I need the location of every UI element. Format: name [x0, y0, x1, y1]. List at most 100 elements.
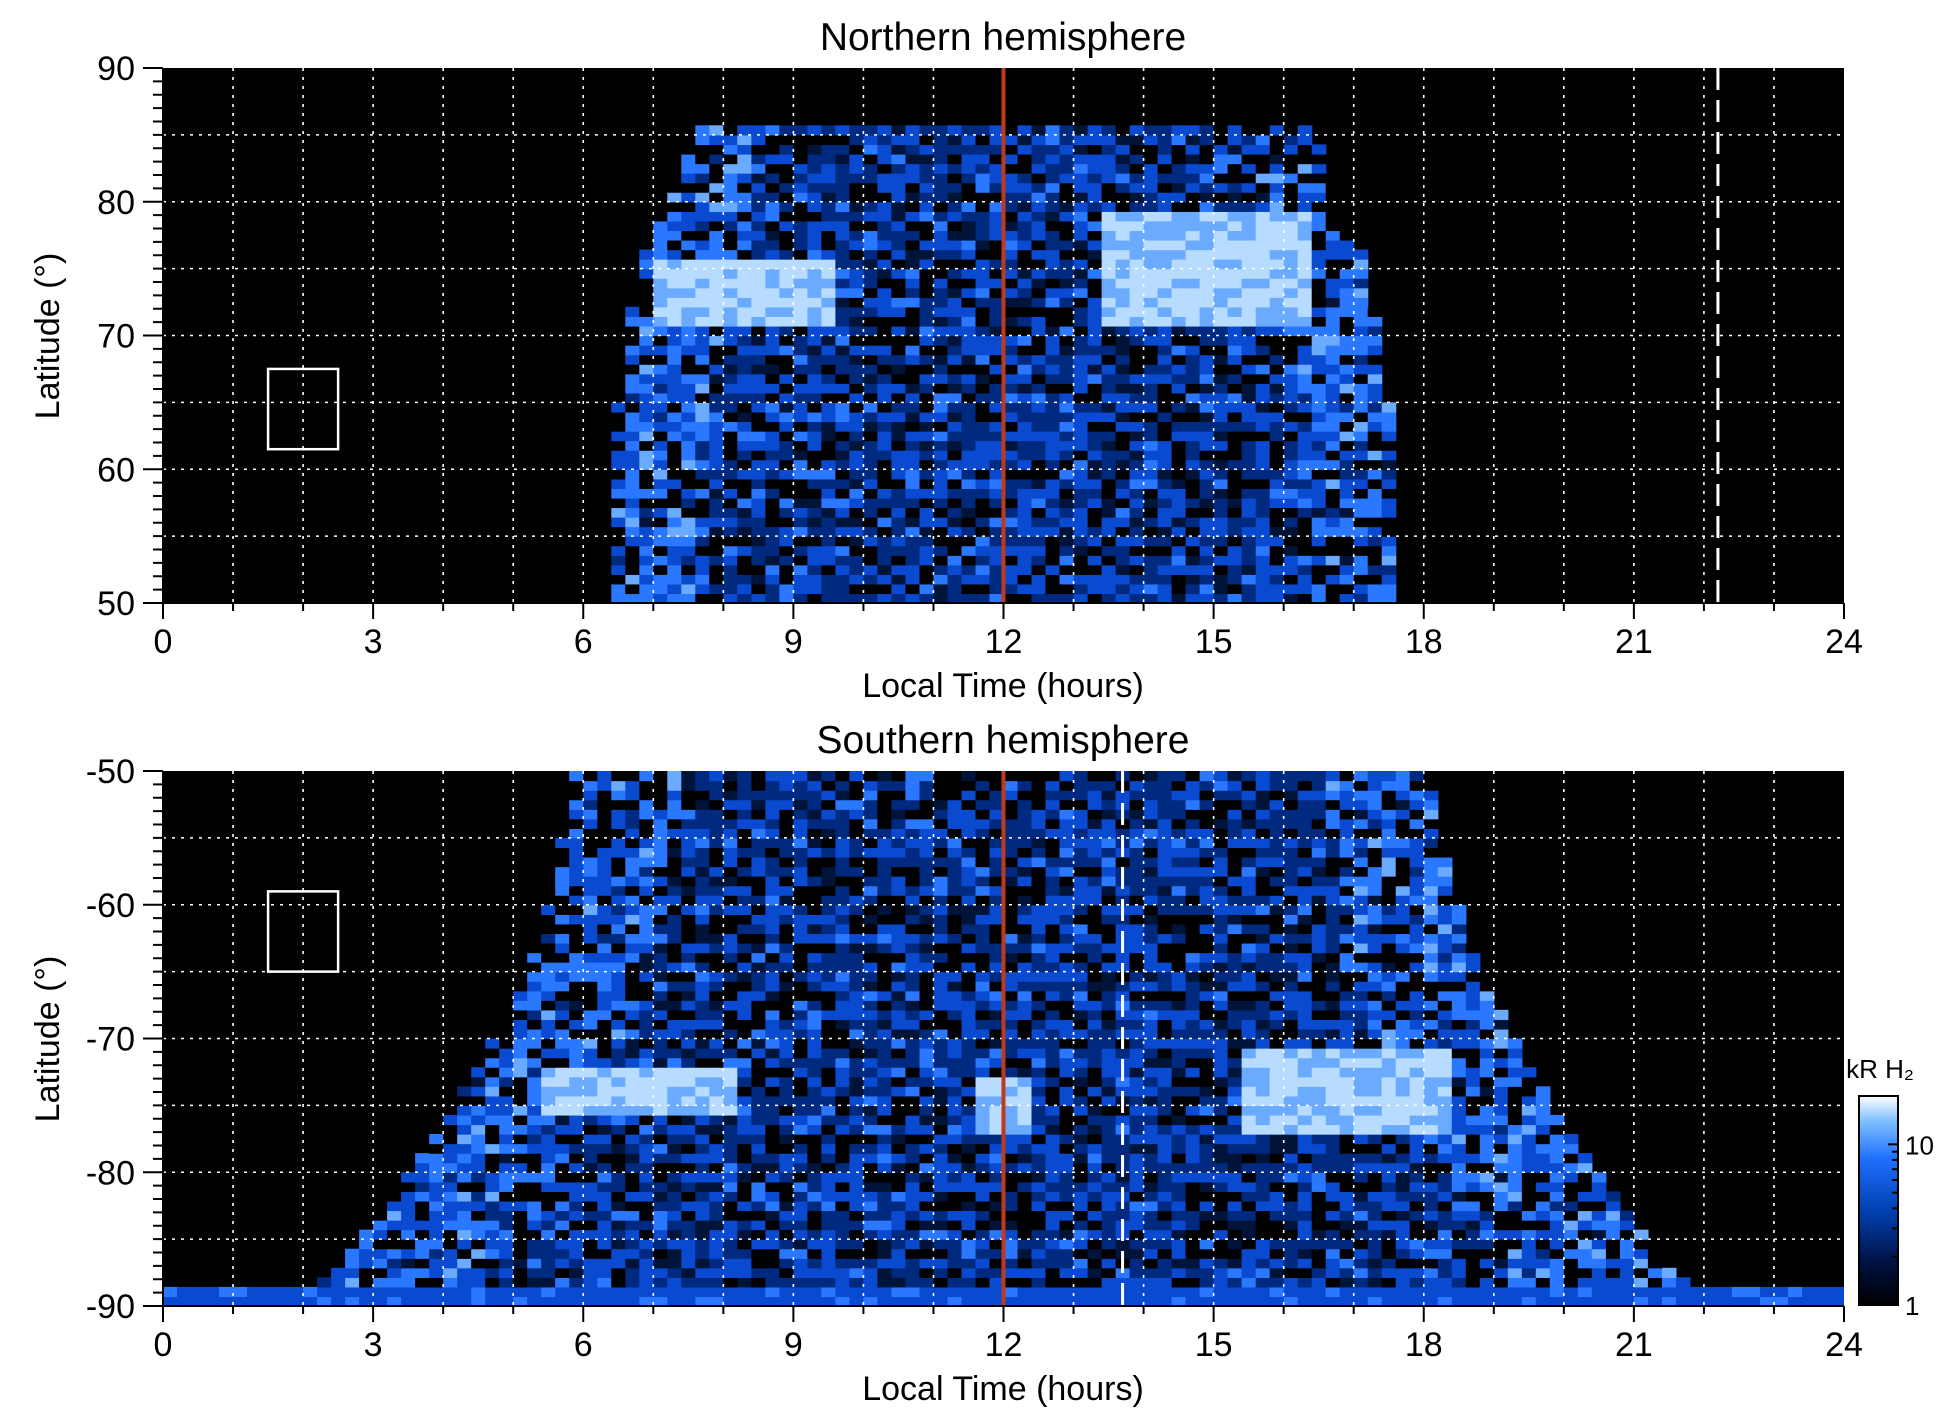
heat-cell: [1017, 536, 1033, 547]
heat-cell: [1297, 459, 1313, 470]
heat-cell: [1101, 249, 1117, 260]
heat-cell: [807, 316, 823, 327]
heat-cell: [583, 1057, 598, 1068]
heat-cell: [933, 1258, 949, 1269]
heat-cell: [667, 1086, 682, 1097]
heat-cell: [723, 1277, 738, 1288]
heat-cell: [611, 1277, 626, 1288]
heat-cell: [1395, 1076, 1411, 1087]
heat-cell: [709, 249, 724, 260]
heat-cell: [737, 574, 752, 585]
heat-cell: [961, 1143, 977, 1154]
heat-cell: [1339, 335, 1355, 346]
x-axis-label-north: Local Time (hours): [862, 667, 1144, 705]
heat-cell: [891, 1076, 907, 1087]
heat-cell: [1017, 583, 1033, 595]
heat-cell: [1283, 574, 1299, 585]
heat-cell: [681, 154, 696, 165]
heat-cell: [1353, 1086, 1369, 1097]
heat-cell: [1297, 154, 1313, 165]
heat-cell: [457, 1200, 472, 1212]
heat-cell: [1549, 1153, 1565, 1164]
heat-cell: [1003, 1267, 1019, 1278]
heat-cell: [527, 1191, 542, 1202]
heat-cell: [891, 1181, 907, 1192]
heat-cell: [1185, 1210, 1201, 1221]
heat-cell: [1129, 1172, 1145, 1183]
heat-cell: [667, 1105, 682, 1116]
heat-cell: [1535, 1286, 1551, 1298]
heat-cell: [779, 201, 795, 212]
heat-cell: [1241, 1076, 1257, 1087]
heat-cell: [1073, 1124, 1089, 1135]
heat-cell: [765, 1296, 781, 1306]
heat-cell: [961, 345, 977, 356]
heat-cell: [695, 392, 710, 403]
heat-cell: [891, 1162, 907, 1173]
heat-cell: [1143, 345, 1159, 356]
heat-cell: [1087, 574, 1103, 585]
heat-cell: [1185, 469, 1201, 480]
heat-cell: [807, 1114, 823, 1126]
heat-cell: [723, 1143, 738, 1154]
heat-cell: [709, 1076, 724, 1087]
heat-cell: [1143, 402, 1159, 413]
heat-cell: [625, 402, 640, 413]
heat-cell: [709, 1181, 724, 1192]
heat-cell: [1059, 1248, 1075, 1259]
heat-cell: [401, 1191, 416, 1202]
heat-cell: [947, 297, 963, 308]
heat-cell: [499, 1086, 514, 1097]
heat-cell: [1059, 1114, 1075, 1126]
heat-cell: [1031, 1296, 1047, 1306]
heat-cell: [1297, 1067, 1313, 1078]
heat-cell: [807, 1210, 823, 1221]
heat-cell: [1003, 440, 1019, 451]
heat-cell: [723, 249, 738, 260]
heat-cell: [807, 497, 823, 509]
heat-cell: [1073, 134, 1089, 146]
heat-cell: [919, 182, 935, 193]
heat-cell: [1297, 345, 1313, 356]
heat-cell: [457, 1248, 472, 1259]
heat-cell: [1003, 182, 1019, 193]
heat-cell: [849, 220, 865, 232]
heat-cell: [947, 583, 963, 595]
heat-cell: [1199, 354, 1215, 365]
heat-cell: [919, 201, 935, 212]
heat-cell: [653, 440, 668, 451]
heat-cell: [681, 1057, 696, 1068]
heat-cell: [947, 1210, 963, 1221]
heat-cell: [709, 545, 724, 556]
heat-cell: [639, 526, 654, 537]
heat-cell: [1031, 201, 1047, 212]
heat-cell: [975, 134, 991, 146]
heat-cell: [1213, 211, 1229, 222]
heat-cell: [1367, 373, 1383, 384]
heat-cell: [765, 1220, 781, 1231]
heat-cell: [1003, 354, 1019, 365]
heat-cell: [1087, 526, 1103, 537]
heat-cell: [919, 1248, 935, 1259]
heat-cell: [1395, 1162, 1411, 1173]
heat-cell: [1017, 507, 1033, 518]
heat-cell: [653, 1105, 668, 1116]
heat-cell: [989, 211, 1005, 222]
heat-cell: [975, 1191, 991, 1202]
heat-cell: [863, 154, 879, 165]
heat-cell: [1409, 1162, 1425, 1173]
heat-cell: [1227, 163, 1243, 174]
heat-cell: [709, 192, 724, 203]
heat-cell: [681, 240, 696, 251]
heat-cell: [639, 1153, 654, 1164]
heat-cell: [1073, 125, 1089, 136]
heat-cell: [1255, 134, 1271, 146]
heat-cell: [919, 440, 935, 451]
heat-cell: [1605, 1200, 1621, 1212]
heat-cell: [961, 240, 977, 251]
heat-cell: [1423, 1162, 1439, 1173]
heat-cell: [1073, 1277, 1089, 1288]
heat-cell: [709, 182, 724, 193]
heat-cell: [975, 469, 991, 480]
heat-cell: [1059, 249, 1075, 260]
